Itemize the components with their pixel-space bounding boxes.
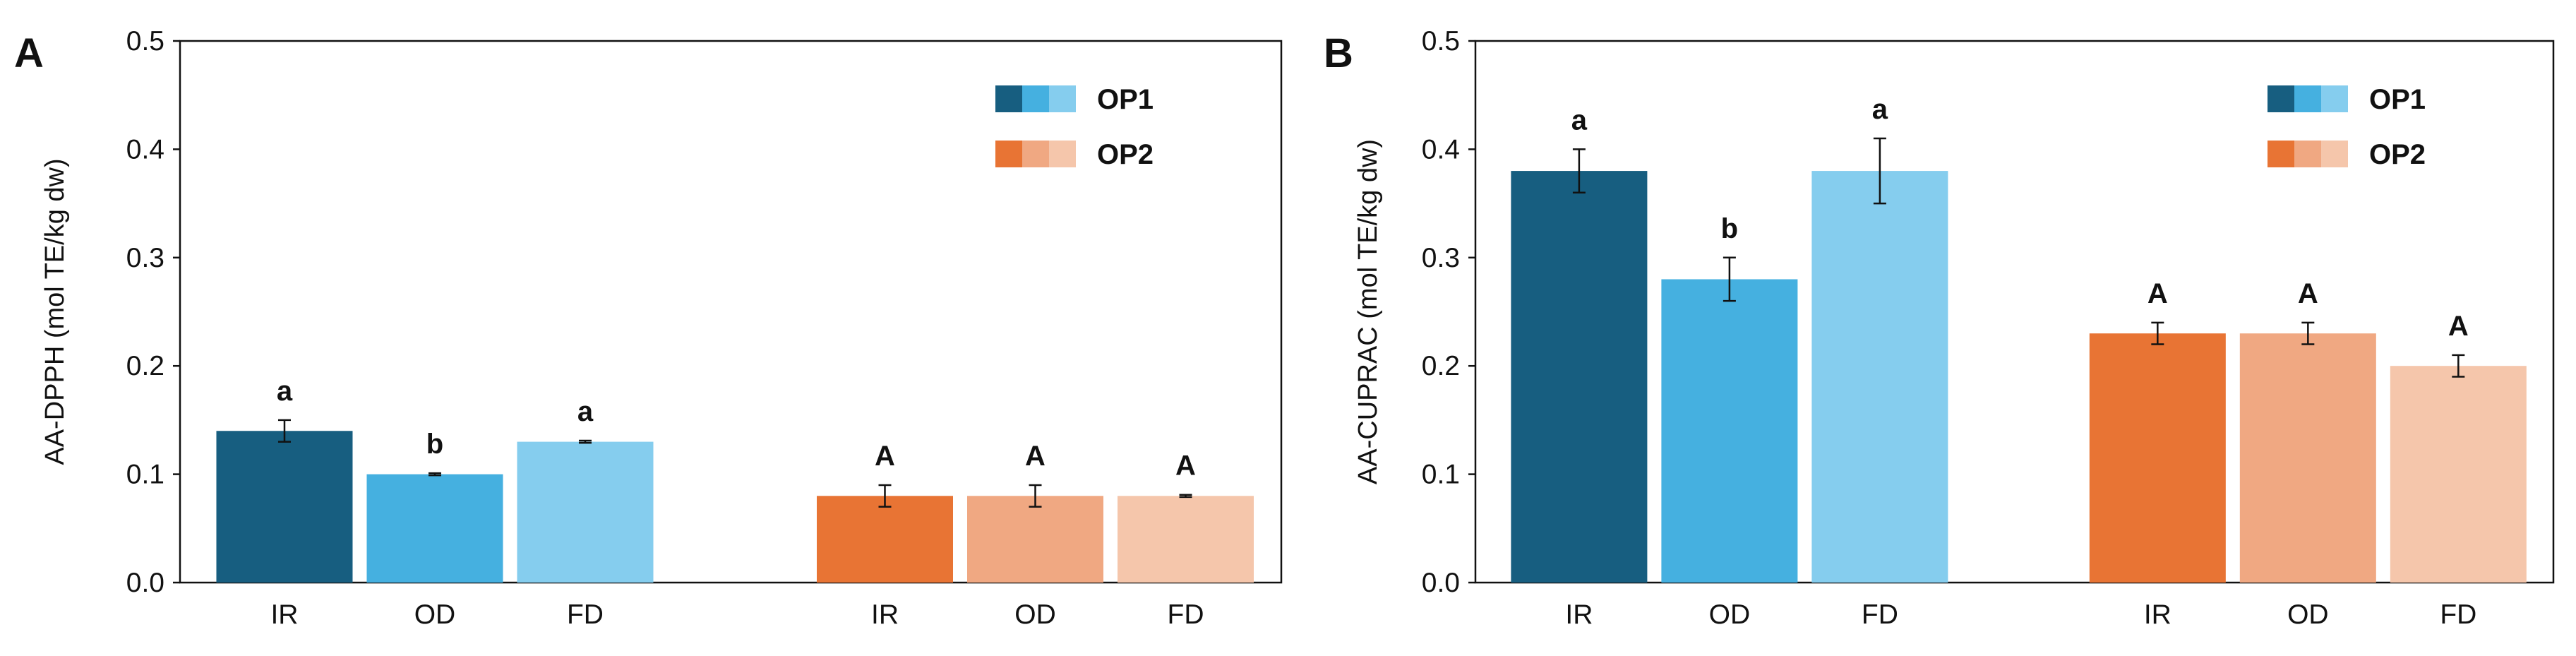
x-tick-label: FD [2440,600,2476,630]
bar-op2-od [967,496,1103,583]
plot-frame [179,40,1283,584]
x-tick-label: IR [2144,600,2171,630]
plot-frame [1474,40,2555,584]
panel-label: B [1324,30,1353,76]
x-tick-label: IR [1565,600,1593,630]
significance-label: a [1571,105,1588,136]
legend-swatch [2321,141,2348,167]
bar-op2-od [2239,333,2376,583]
x-tick-label: OD [1709,600,1751,630]
y-tick-label: 0.2 [1422,351,1460,381]
y-axis-title: AA-CUPRAC (mol TE/kg dw) [1353,139,1383,484]
legend-label: OP1 [2369,84,2426,115]
x-tick-label: IR [270,600,298,630]
significance-label: A [875,441,895,472]
legend-swatch [1022,141,1049,167]
x-tick-label: OD [1014,600,1056,630]
legend-swatch [2268,85,2294,112]
x-tick-label: OD [2287,600,2329,630]
significance-label: A [1175,451,1196,482]
x-tick-label: FD [1168,600,1204,630]
significance-label: b [1721,213,1738,244]
bar-op1-ir [1511,171,1648,583]
bar-op2-ir [2089,333,2226,583]
bar-op1-ir [216,431,353,583]
bar-op1-fd [517,441,654,583]
y-tick-label: 0.1 [126,460,164,490]
x-tick-label: FD [1862,600,1898,630]
y-tick-label: 0.2 [126,351,164,381]
y-tick-label: 0.0 [1422,568,1460,598]
bar-op1-od [366,474,503,583]
legend-swatch [1049,85,1076,112]
legend-swatch [995,141,1022,167]
bar-op2-ir [817,496,953,583]
significance-label: A [2147,278,2168,309]
y-tick-label: 0.4 [1422,134,1460,165]
legend-swatch [1049,141,1076,167]
significance-label: a [1872,94,1888,125]
bar-op1-od [1661,279,1798,583]
y-tick-label: 0.1 [1422,460,1460,490]
legend-swatch [995,85,1022,112]
legend-swatch [2294,141,2321,167]
legend-label: OP2 [1097,139,1154,170]
x-tick-label: IR [871,600,899,630]
y-axis-title: AA-DPPH (mol TE/kg dw) [40,158,70,465]
y-tick-label: 0.3 [126,243,164,273]
legend-swatch [2294,85,2321,112]
bar-op2-fd [1118,496,1254,583]
significance-label: b [426,429,443,460]
y-tick-label: 0.3 [1422,243,1460,273]
legend-label: OP1 [1097,84,1154,115]
bar-op2-fd [2390,366,2527,583]
significance-label: a [577,396,594,427]
y-tick-label: 0.5 [1422,26,1460,56]
y-tick-label: 0.0 [126,568,164,598]
legend-swatch [1022,85,1049,112]
significance-label: A [1025,441,1046,472]
legend-label: OP2 [2369,139,2426,170]
legend-swatch [2268,141,2294,167]
bar-op1-fd [1811,171,1948,583]
significance-label: A [2298,278,2318,309]
panel-label: A [14,30,44,76]
x-tick-label: FD [567,600,604,630]
y-tick-label: 0.5 [126,26,164,56]
significance-label: A [2448,311,2469,342]
x-tick-label: OD [414,600,456,630]
significance-label: a [277,376,293,407]
y-tick-label: 0.4 [126,134,164,165]
legend-swatch [2321,85,2348,112]
